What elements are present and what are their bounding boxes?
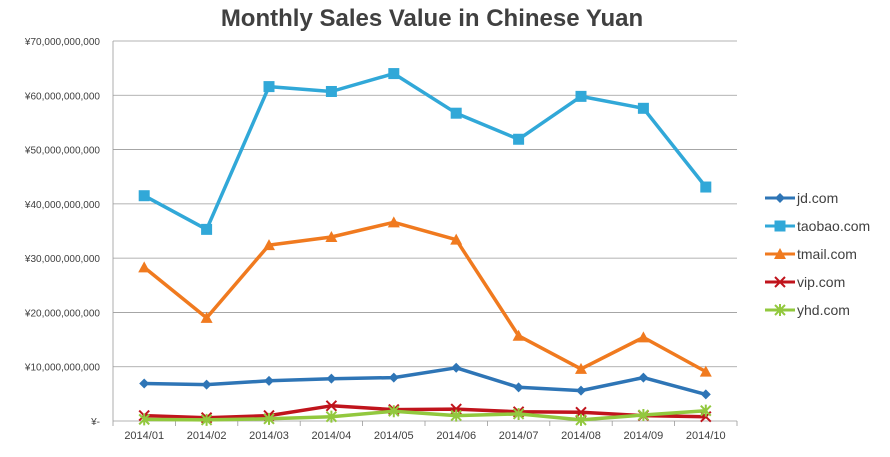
data-point-tmail: [575, 362, 587, 374]
series-line-vip: [142, 404, 708, 420]
legend-marker: [774, 220, 786, 232]
legend-marker: [774, 248, 786, 259]
x-tick-label: 2014/08: [561, 430, 601, 442]
data-point-tmail: [138, 261, 151, 273]
data-point-jd: [264, 375, 274, 386]
data-point-taobao: [263, 81, 275, 93]
chart-title: Monthly Sales Value in Chinese Yuan: [221, 5, 643, 32]
series-yhd: [138, 404, 712, 426]
data-point-taobao: [450, 107, 462, 119]
legend: jd.com taobao.com tmail.com vip.com yhd.com: [765, 190, 870, 318]
data-point-tmail: [200, 311, 213, 323]
x-tick-label: 2014/07: [499, 430, 539, 442]
data-point-jd: [638, 372, 649, 383]
data-point-jd: [513, 382, 524, 393]
data-point-yhd: [138, 413, 150, 426]
x-tick-label: 2014/10: [686, 430, 726, 442]
data-point-taobao: [138, 190, 150, 202]
y-tick-label: ¥40,000,000,000: [24, 200, 101, 211]
x-tick-label: 2014/02: [187, 430, 227, 442]
x-tick-label: 2014/01: [124, 430, 164, 442]
x-tick-label: 2014/03: [249, 430, 289, 442]
data-point-yhd: [388, 405, 400, 418]
data-point-jd: [201, 379, 212, 390]
series-line-jd: [142, 366, 708, 397]
data-point-jd: [700, 389, 711, 400]
legend-label: taobao.com: [797, 218, 870, 234]
data-point-tmail: [512, 329, 525, 341]
data-point-tmail: [387, 216, 400, 228]
y-tick-label: ¥-: [90, 417, 100, 428]
data-point-vip: [325, 400, 338, 412]
series-line-taobao: [142, 71, 708, 232]
data-point-tmail: [450, 233, 463, 245]
y-tick-label: ¥30,000,000,000: [24, 254, 101, 265]
x-tick-label: 2014/06: [436, 430, 476, 442]
y-tick-label: ¥20,000,000,000: [24, 308, 101, 319]
data-point-yhd: [637, 409, 650, 422]
legend-item-tmail: tmail.com: [765, 246, 857, 262]
x-tick-label: 2014/05: [374, 430, 414, 442]
data-point-yhd: [450, 409, 462, 422]
x-axis-tick-labels: 2014/01 2014/02 2014/03 2014/04 2014/05 2014/…: [124, 430, 725, 442]
legend-item-vip: vip.com: [765, 274, 845, 290]
data-point-tmail: [699, 365, 712, 377]
data-point-yhd: [575, 413, 587, 426]
data-point-tmail: [263, 239, 275, 251]
data-point-jd: [576, 385, 586, 396]
series-group: [138, 68, 712, 426]
data-point-taobao: [575, 90, 587, 102]
legend-marker: [775, 193, 785, 203]
data-point-jd: [139, 378, 150, 389]
y-tick-label: ¥60,000,000,000: [24, 91, 101, 102]
data-point-jd: [451, 362, 462, 373]
data-point-taobao: [388, 68, 400, 80]
series-jd: [139, 362, 711, 400]
data-point-taobao: [700, 181, 712, 193]
x-tick-label: 2014/04: [312, 430, 352, 442]
data-point-jd: [388, 372, 399, 383]
legend-label: tmail.com: [797, 246, 857, 262]
y-tick-label: ¥50,000,000,000: [24, 146, 101, 157]
series-line-yhd: [142, 408, 708, 422]
legend-marker: [774, 276, 786, 288]
legend-item-yhd: yhd.com: [765, 302, 850, 318]
data-point-taobao: [201, 223, 213, 235]
legend-item-jd: jd.com: [765, 190, 838, 206]
legend-label: vip.com: [797, 274, 845, 290]
data-point-taobao: [637, 102, 649, 114]
data-point-yhd: [700, 404, 712, 417]
data-point-tmail: [637, 331, 650, 343]
data-point-yhd: [325, 410, 338, 423]
data-point-tmail: [325, 230, 338, 242]
data-point-yhd: [263, 412, 275, 425]
data-point-yhd: [200, 413, 213, 426]
data-point-taobao: [513, 133, 525, 145]
series-line-tmail: [142, 220, 708, 374]
x-tick-label: 2014/09: [624, 430, 664, 442]
data-point-taobao: [325, 85, 337, 97]
series-taobao: [138, 68, 712, 235]
series-tmail: [138, 216, 712, 377]
data-point-jd: [326, 373, 337, 384]
legend-label: yhd.com: [797, 302, 850, 318]
legend-label: jd.com: [796, 190, 838, 206]
y-axis-tick-labels: ¥- ¥10,000,000,000 ¥20,000,000,000 ¥30,000,…: [24, 37, 101, 428]
legend-marker: [774, 304, 786, 316]
legend-item-taobao: taobao.com: [765, 218, 870, 234]
y-tick-label: ¥70,000,000,000: [24, 37, 101, 48]
y-tick-label: ¥10,000,000,000: [24, 363, 101, 374]
data-point-yhd: [512, 407, 525, 420]
